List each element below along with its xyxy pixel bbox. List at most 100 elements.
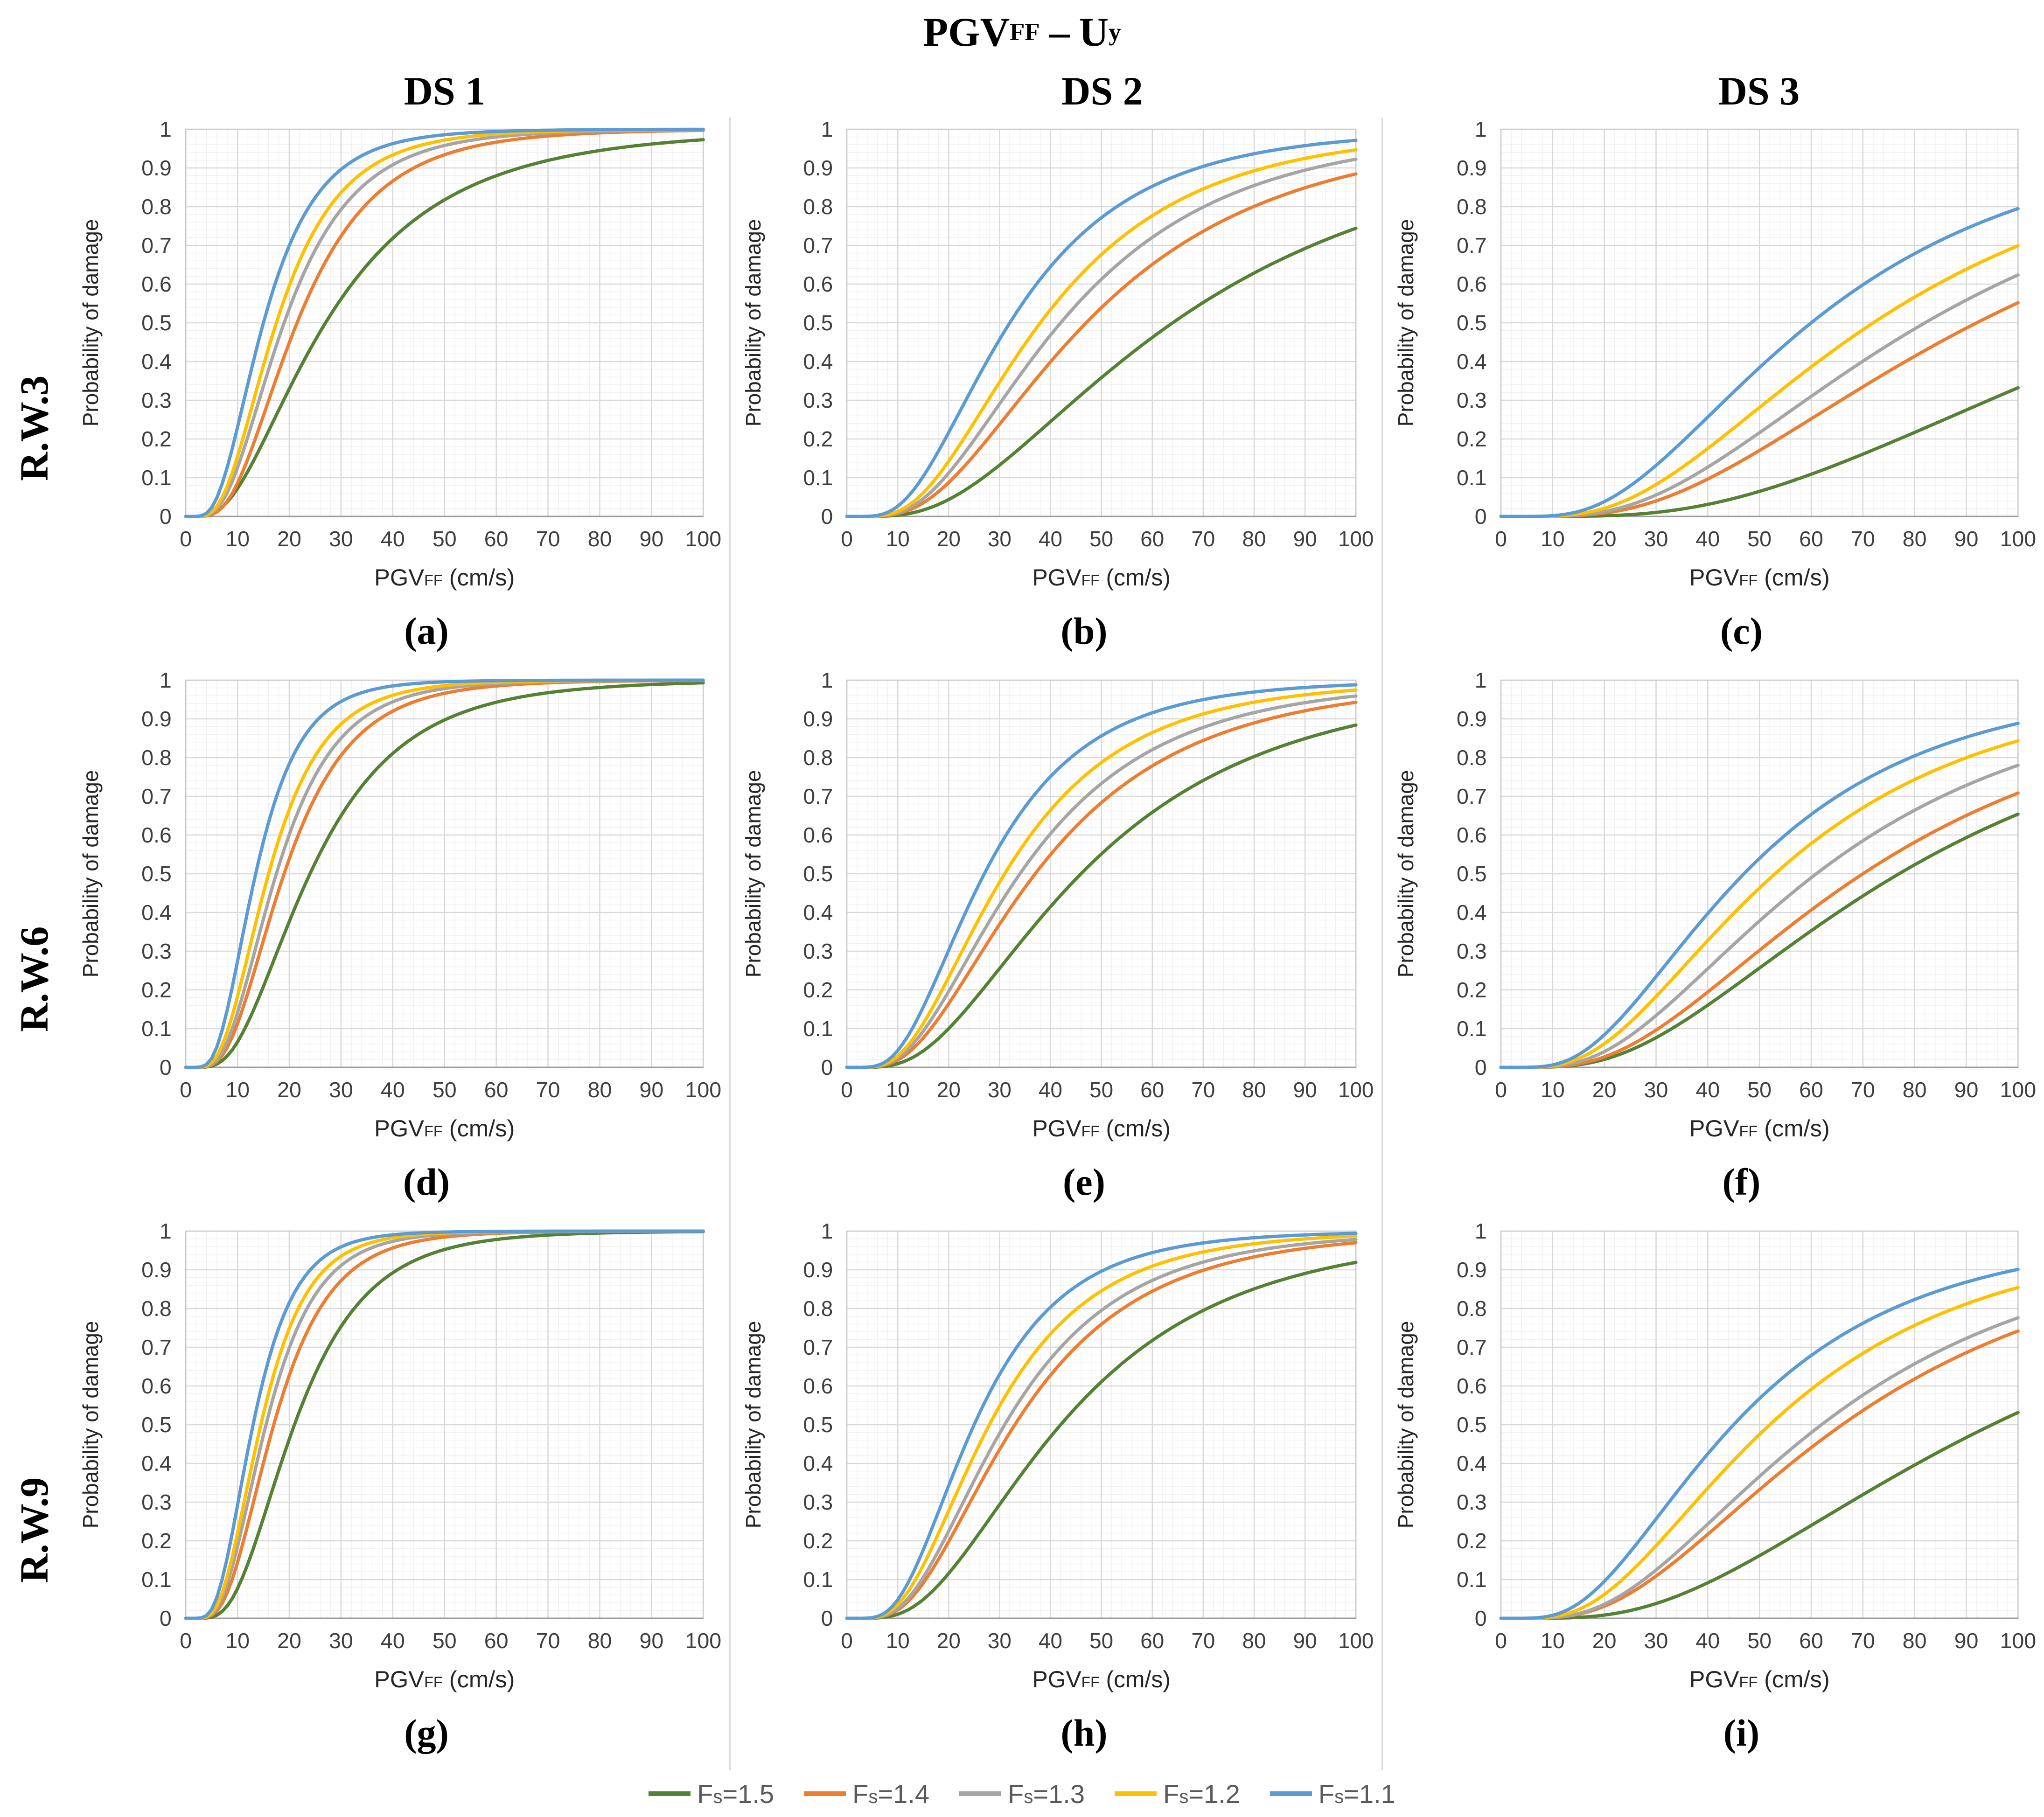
chart-cell-e: 0 10 20 30 40 50 60 70 80 90 100 0 0.1 0.2 0.3 0.4 0.5 0.… <box>731 668 1383 1219</box>
svg-text:0.7: 0.7 <box>141 784 172 808</box>
curve-Fs=1.5 <box>845 1260 1358 1620</box>
title-dash: – <box>1049 9 1070 55</box>
curve-Fs=1.3 <box>1499 273 2020 518</box>
svg-text:90: 90 <box>1954 527 1979 551</box>
y-tick-labels: 0 0.1 0.2 0.3 0.4 0.5 0.6 0.7 0.8 0.9 1 <box>141 668 172 1079</box>
svg-text:0.1: 0.1 <box>1457 1567 1487 1592</box>
major-gridlines <box>1501 1231 2018 1618</box>
x-tick-labels: 0 10 20 30 40 50 60 70 80 90 100 <box>841 1629 1374 1653</box>
svg-text:0.8: 0.8 <box>803 745 833 770</box>
fragility-chart-i: 0 10 20 30 40 50 60 70 80 90 100 0 0.1 0.2 0.3 0.4 0.5 0.… <box>1394 1219 2037 1692</box>
svg-text:0: 0 <box>841 1078 852 1102</box>
svg-text:0.5: 0.5 <box>1457 862 1487 886</box>
y-tick-labels: 0 0.1 0.2 0.3 0.4 0.5 0.6 0.7 0.8 0.9 1 <box>141 118 172 529</box>
legend-swatch-fs15 <box>649 1791 691 1796</box>
curve-Fs=1.1 <box>845 1232 1358 1620</box>
svg-text:40: 40 <box>1695 1078 1720 1102</box>
x-tick-labels: 0 10 20 30 40 50 60 70 80 90 100 <box>841 527 1374 551</box>
svg-text:60: 60 <box>1140 527 1164 551</box>
curve-Fs=1.1 <box>184 127 705 518</box>
svg-text:0.4: 0.4 <box>803 900 833 925</box>
svg-text:0.8: 0.8 <box>1457 195 1487 219</box>
svg-text:20: 20 <box>277 1078 301 1102</box>
svg-text:100: 100 <box>1338 1629 1374 1653</box>
svg-text:0.4: 0.4 <box>141 349 172 374</box>
chart-cell-f: 0 10 20 30 40 50 60 70 80 90 100 0 0.1 0.2 0.3 0.4 0.5 0.… <box>1383 668 2044 1219</box>
svg-text:30: 30 <box>1644 1078 1668 1102</box>
svg-text:0.8: 0.8 <box>1457 745 1487 770</box>
x-axis-title: PGVFF (cm/s) <box>374 1115 515 1142</box>
svg-text:1: 1 <box>1475 1219 1487 1243</box>
svg-text:40: 40 <box>1039 527 1062 551</box>
svg-text:100: 100 <box>1338 527 1374 551</box>
svg-text:40: 40 <box>1695 1629 1720 1653</box>
svg-text:0.6: 0.6 <box>803 823 833 847</box>
chart-caption-c: (c) <box>1720 609 1763 652</box>
svg-text:0.9: 0.9 <box>1457 707 1487 731</box>
svg-text:0: 0 <box>1475 1606 1487 1630</box>
svg-text:10: 10 <box>1541 1078 1565 1102</box>
svg-text:100: 100 <box>2000 527 2036 551</box>
svg-text:70: 70 <box>1191 1629 1215 1653</box>
title-pgv: PGV <box>923 9 1010 55</box>
svg-text:0: 0 <box>821 1055 833 1079</box>
svg-text:50: 50 <box>1089 1078 1113 1102</box>
svg-text:0: 0 <box>180 1078 192 1102</box>
svg-text:50: 50 <box>1747 1629 1772 1653</box>
y-axis-title: Probability of damage <box>1394 770 1418 978</box>
legend-swatch-fs12 <box>1114 1791 1157 1796</box>
svg-text:20: 20 <box>937 527 961 551</box>
row-label-rw9: R.W.9 <box>11 1477 56 1583</box>
major-gridlines <box>1501 680 2018 1067</box>
svg-text:0.1: 0.1 <box>803 1016 833 1041</box>
x-axis-title: PGVFF (cm/s) <box>1689 1666 1830 1692</box>
svg-text:70: 70 <box>536 1078 560 1102</box>
svg-text:1: 1 <box>1475 668 1487 692</box>
chart-cell-g: 0 10 20 30 40 50 60 70 80 90 100 0 0.1 0.2 0.3 0.4 0.5 0.… <box>68 1219 731 1770</box>
svg-text:0.6: 0.6 <box>1457 1374 1487 1398</box>
svg-text:0.3: 0.3 <box>803 1490 833 1514</box>
svg-text:70: 70 <box>1191 1078 1215 1102</box>
svg-text:0.2: 0.2 <box>141 978 172 1002</box>
chart-caption-d: (d) <box>403 1160 450 1203</box>
chart-caption-b: (b) <box>1060 609 1108 652</box>
x-tick-labels: 0 10 20 30 40 50 60 70 80 90 100 <box>1495 1078 2036 1102</box>
curve-Fs=1.4 <box>845 1241 1358 1620</box>
svg-text:80: 80 <box>1903 1078 1927 1102</box>
y-axis-title: Probability of damage <box>741 219 765 427</box>
y-tick-labels: 0 0.1 0.2 0.3 0.4 0.5 0.6 0.7 0.8 0.9 1 <box>803 1219 833 1630</box>
svg-text:100: 100 <box>685 1078 721 1102</box>
svg-text:100: 100 <box>2000 1078 2036 1102</box>
x-axis-title: PGVFF (cm/s) <box>1032 564 1170 591</box>
svg-text:60: 60 <box>1799 1629 1823 1653</box>
svg-text:40: 40 <box>381 527 405 551</box>
curve-Fs=1.2 <box>845 1234 1358 1620</box>
svg-text:0.1: 0.1 <box>141 1567 172 1592</box>
svg-text:0.3: 0.3 <box>141 1490 172 1514</box>
svg-text:0.6: 0.6 <box>141 823 172 847</box>
svg-text:50: 50 <box>433 1629 457 1653</box>
curve-Fs=1.2 <box>1499 1286 2020 1620</box>
svg-text:20: 20 <box>1592 1629 1617 1653</box>
legend-item-fs11: Fs=1.1 <box>1270 1779 1395 1809</box>
svg-text:0.9: 0.9 <box>141 156 172 180</box>
svg-text:60: 60 <box>1140 1078 1164 1102</box>
svg-text:0.2: 0.2 <box>803 427 833 451</box>
legend-label-fs13: Fs=1.3 <box>1008 1779 1085 1809</box>
svg-text:30: 30 <box>329 527 353 551</box>
svg-text:10: 10 <box>1541 527 1565 551</box>
svg-text:40: 40 <box>381 1078 405 1102</box>
svg-text:80: 80 <box>1242 1078 1266 1102</box>
svg-text:80: 80 <box>588 527 612 551</box>
title-pgv-subscript: FF <box>1010 19 1040 46</box>
svg-text:0.7: 0.7 <box>1457 784 1487 808</box>
curve-Fs=1.3 <box>1499 764 2020 1069</box>
svg-text:0.2: 0.2 <box>1457 978 1487 1002</box>
svg-text:60: 60 <box>484 1078 509 1102</box>
y-axis-title: Probability of damage <box>78 1321 103 1529</box>
legend-label-fs11: Fs=1.1 <box>1318 1779 1395 1809</box>
svg-text:40: 40 <box>381 1629 405 1653</box>
svg-text:0.5: 0.5 <box>803 1413 833 1437</box>
svg-text:80: 80 <box>1242 1629 1266 1653</box>
svg-text:0: 0 <box>1495 527 1507 551</box>
